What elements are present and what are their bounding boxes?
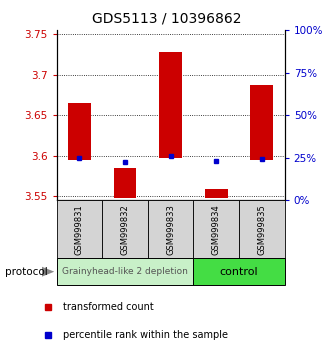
Bar — [68, 103, 91, 160]
Text: Grainyhead-like 2 depletion: Grainyhead-like 2 depletion — [62, 267, 188, 276]
Text: percentile rank within the sample: percentile rank within the sample — [64, 330, 228, 340]
Text: GSM999835: GSM999835 — [257, 204, 266, 255]
Text: GSM999831: GSM999831 — [75, 204, 84, 255]
FancyBboxPatch shape — [239, 200, 285, 258]
Text: control: control — [220, 267, 258, 277]
Text: GSM999833: GSM999833 — [166, 204, 175, 255]
FancyBboxPatch shape — [102, 200, 148, 258]
Text: GDS5113 / 10396862: GDS5113 / 10396862 — [92, 11, 241, 25]
Bar — [250, 85, 273, 160]
FancyBboxPatch shape — [148, 200, 193, 258]
Text: GSM999834: GSM999834 — [212, 204, 221, 255]
FancyBboxPatch shape — [57, 258, 193, 285]
Bar — [205, 189, 228, 198]
FancyBboxPatch shape — [193, 258, 285, 285]
Text: transformed count: transformed count — [64, 302, 154, 313]
Polygon shape — [42, 267, 54, 277]
FancyBboxPatch shape — [57, 200, 102, 258]
Bar — [114, 168, 137, 198]
Text: GSM999832: GSM999832 — [121, 204, 130, 255]
FancyBboxPatch shape — [193, 200, 239, 258]
Bar — [159, 52, 182, 158]
Text: protocol: protocol — [5, 267, 48, 277]
